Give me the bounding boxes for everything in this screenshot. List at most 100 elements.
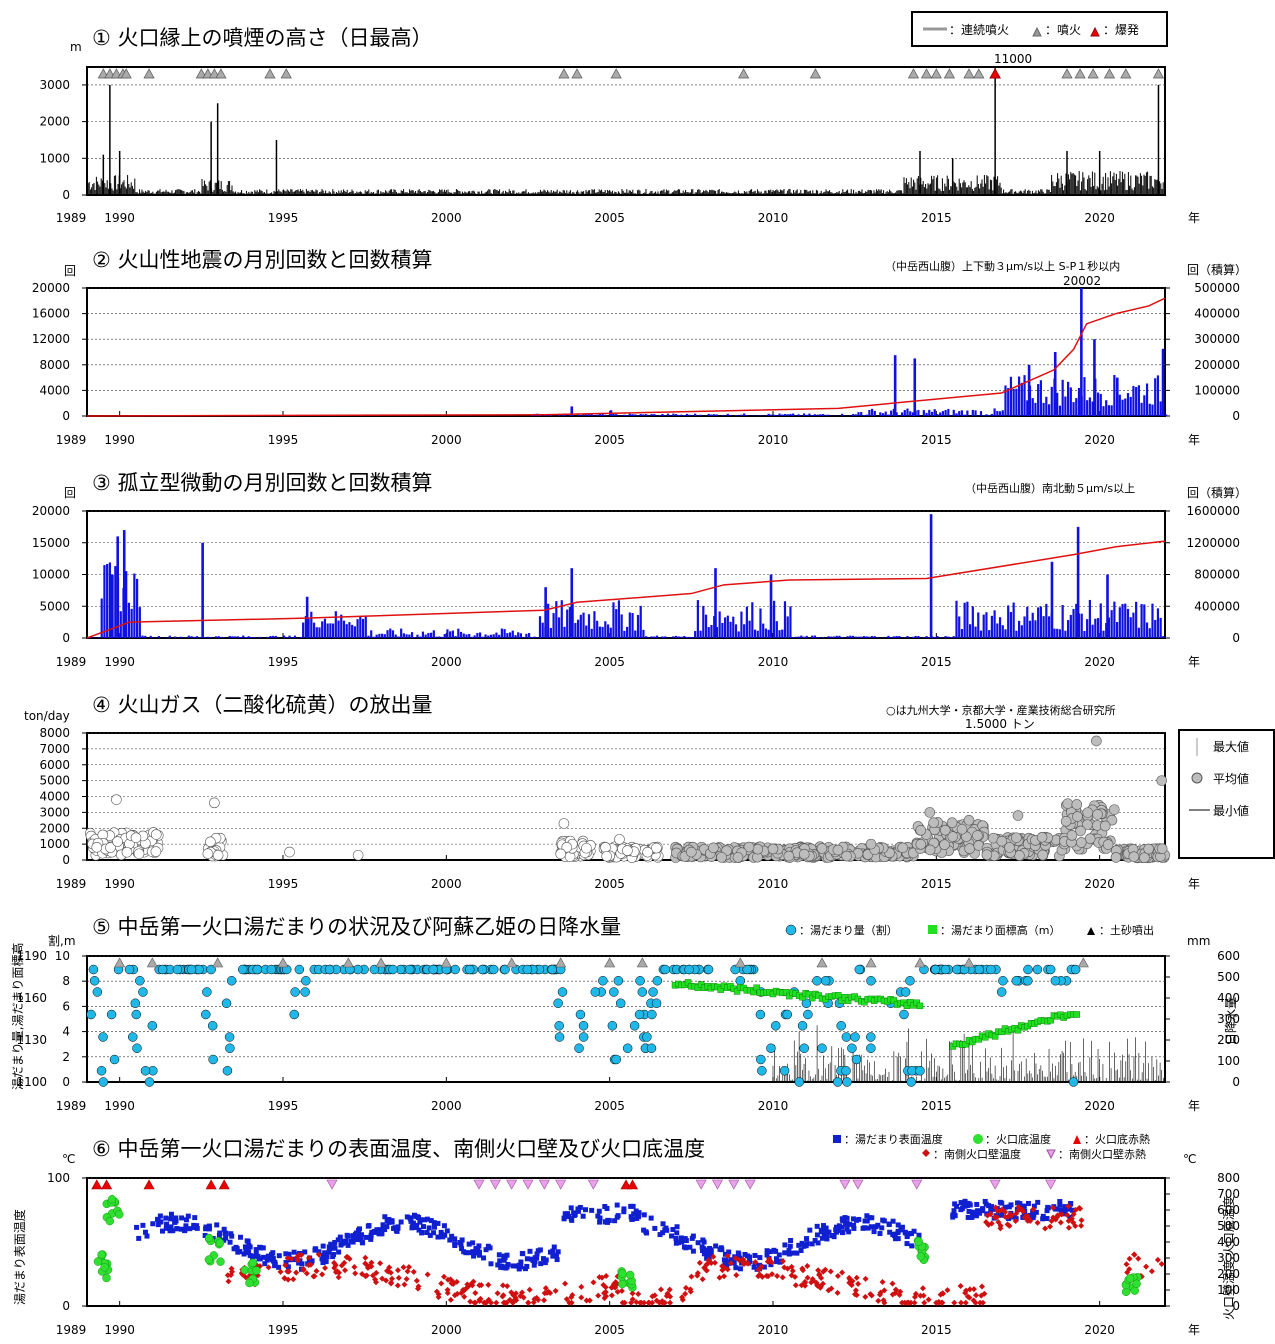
wall-temp-point <box>899 1299 906 1306</box>
surface-temp-point <box>350 1239 356 1245</box>
surface-temp-point <box>904 1234 910 1240</box>
pool-amount-point <box>353 964 363 975</box>
x-tick-label: 1990 <box>104 1323 135 1337</box>
so2-key-point <box>1143 843 1154 855</box>
eruption-marker <box>571 68 583 79</box>
monthly-bar <box>1015 630 1018 638</box>
wall-temp-point <box>892 1290 899 1297</box>
monthly-bar <box>734 415 738 416</box>
pool-amount-point <box>96 1066 107 1076</box>
so2-point <box>622 845 633 856</box>
pool-amount-point <box>92 987 103 997</box>
wall-temp-point <box>881 1287 888 1294</box>
pool-amount-point <box>140 1066 151 1076</box>
wall-temp-point <box>889 1280 896 1287</box>
monthly-bar <box>274 635 278 638</box>
wall-temp-point <box>1022 1213 1029 1220</box>
monthly-bar <box>688 636 691 638</box>
monthly-bar <box>988 415 991 416</box>
surface-temp-point <box>695 1240 701 1246</box>
so2-key-point <box>865 838 877 850</box>
monthly-bar <box>887 635 890 638</box>
monthly-bar <box>239 637 242 638</box>
monthly-bar <box>89 637 92 638</box>
so2-point <box>1060 816 1072 827</box>
wall-temp-point <box>656 1299 663 1306</box>
chart6-y2label: 火口壁温度,火口底温度 <box>1221 1196 1236 1320</box>
monthly-bar <box>971 409 974 416</box>
wall-temp-point <box>485 1281 492 1288</box>
surface-temp-point <box>368 1236 374 1242</box>
surface-temp-point <box>155 1222 161 1228</box>
monthly-bar <box>751 602 754 638</box>
y-tick-label: 5000 <box>39 774 70 788</box>
surface-temp-point <box>895 1236 901 1242</box>
ash-marker <box>963 957 975 968</box>
pool-amount-point <box>609 987 619 997</box>
wall-temp-point <box>862 1293 869 1300</box>
monthly-bar <box>729 415 732 416</box>
surface-temp-point <box>674 1230 680 1236</box>
wall-temp-point <box>1050 1214 1057 1221</box>
wall-temp-point <box>921 1299 928 1306</box>
monthly-bar <box>1088 397 1091 416</box>
surface-temp-point <box>398 1219 404 1225</box>
chart1-peak: 11000 <box>994 52 1032 66</box>
pool-amount-point <box>900 987 911 997</box>
monthly-bar <box>1091 624 1094 638</box>
pool-amount-point <box>428 964 438 975</box>
surface-temp-point <box>1054 1206 1060 1212</box>
wall-temp-point <box>1034 1219 1041 1226</box>
surface-temp-point <box>380 1222 386 1228</box>
surface-temp-point <box>134 1224 140 1230</box>
monthly-bar <box>628 413 631 416</box>
monthly-bar <box>492 634 495 638</box>
surface-temp-point <box>886 1221 892 1227</box>
monthly-peak-bar <box>929 514 933 638</box>
so2-key-point <box>1012 810 1024 821</box>
pool-amount-point <box>578 1032 589 1042</box>
wall-temp-point <box>315 1251 322 1258</box>
surface-temp-point <box>262 1261 268 1267</box>
monthly-bar <box>898 415 901 416</box>
monthly-bar <box>269 635 272 638</box>
so2-point <box>946 817 958 829</box>
wall-temp-point <box>1065 1224 1072 1231</box>
x-tick-label: 2000 <box>431 655 462 669</box>
wall-temp-point <box>499 1282 506 1289</box>
x-tick-label: 2020 <box>1084 433 1115 447</box>
monthly-bar <box>332 623 335 638</box>
y2-tick-label: 500000 <box>1194 281 1240 295</box>
surface-temp-point <box>246 1249 252 1255</box>
monthly-bar <box>642 629 645 638</box>
surface-temp-point <box>331 1242 337 1248</box>
eruption-marker <box>1087 68 1099 79</box>
wall-temp-point <box>667 1299 674 1306</box>
surface-temp-point <box>733 1265 739 1271</box>
wall-temp-point <box>424 1271 431 1278</box>
surface-temp-point <box>989 1204 995 1210</box>
monthly-bar <box>1031 612 1034 638</box>
monthly-bar <box>860 412 863 416</box>
monthly-peak-bar <box>913 358 917 416</box>
surface-temp-point <box>163 1224 169 1230</box>
surface-temp-point <box>568 1205 574 1211</box>
monthly-bar <box>718 611 721 638</box>
so2-point <box>752 843 764 855</box>
surface-temp-point <box>336 1249 342 1255</box>
surface-temp-point <box>505 1261 511 1267</box>
surface-temp-point <box>192 1215 198 1221</box>
surface-temp-point <box>413 1224 419 1230</box>
surface-temp-point <box>1030 1215 1036 1221</box>
monthly-bar <box>359 615 362 638</box>
surface-temp-point <box>374 1227 380 1233</box>
surface-temp-point <box>731 1260 737 1266</box>
surface-temp-point <box>233 1244 239 1250</box>
ash-marker <box>604 957 616 968</box>
surface-temp-point <box>179 1215 185 1221</box>
so2-point <box>205 836 216 848</box>
surface-temp-point <box>312 1246 318 1252</box>
x-tick-label: 1995 <box>268 655 299 669</box>
surface-temp-point <box>260 1245 266 1251</box>
chart5-legend: ：湯だまり量（割） ：湯だまり面標高（m） ：土砂噴出 <box>785 923 1154 937</box>
